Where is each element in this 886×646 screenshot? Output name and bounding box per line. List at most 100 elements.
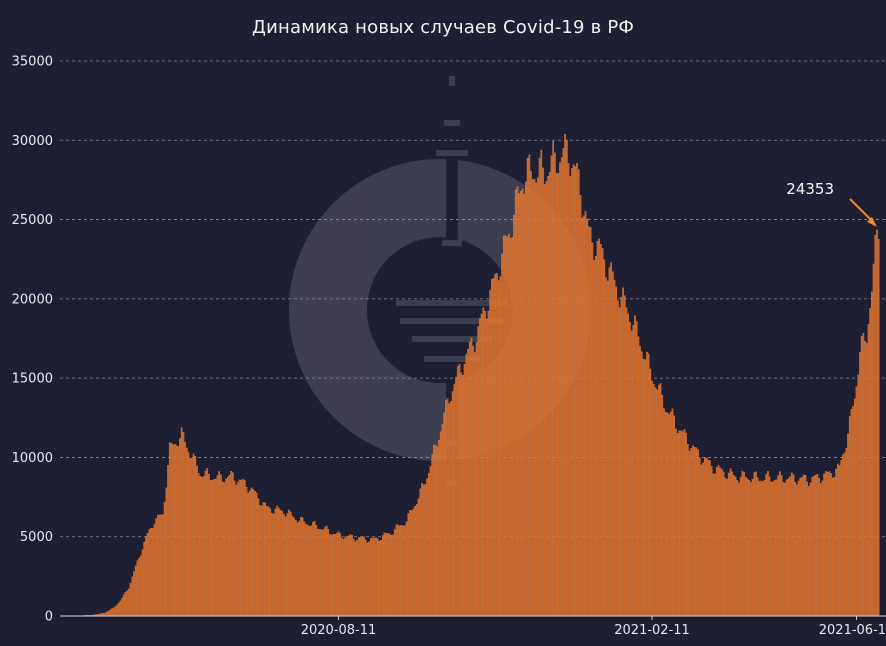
bar [371, 537, 374, 617]
bar [678, 430, 681, 617]
bar [380, 539, 382, 617]
bar [625, 307, 628, 617]
bar [700, 464, 703, 617]
bar [376, 538, 379, 617]
bar [400, 525, 403, 617]
bar [629, 322, 631, 617]
bar [734, 476, 737, 617]
bar [334, 534, 336, 617]
y-tick-label: 10000 [12, 451, 53, 466]
bar [407, 513, 410, 617]
bar [337, 531, 340, 617]
bar [813, 475, 815, 617]
bar [473, 352, 476, 617]
bar [494, 273, 497, 617]
bar [228, 474, 231, 617]
bar [620, 296, 623, 617]
bar [491, 279, 493, 617]
bar [709, 460, 711, 617]
peak-annotation: 24353 [786, 180, 877, 227]
bar [245, 487, 248, 617]
bar [289, 511, 292, 617]
bar [199, 476, 202, 617]
bar [295, 519, 297, 617]
bar [192, 453, 195, 617]
bar [170, 442, 173, 617]
bar [540, 149, 543, 617]
bar [525, 181, 527, 617]
bar [305, 524, 307, 617]
bar [811, 477, 814, 617]
bar [165, 487, 168, 617]
bar [864, 340, 866, 617]
bar [296, 522, 299, 617]
bar [504, 235, 507, 617]
bar [322, 529, 324, 617]
bar [122, 594, 125, 617]
bar [872, 263, 875, 617]
bar [649, 368, 652, 617]
bar [383, 532, 386, 617]
bar [552, 141, 555, 617]
bar [114, 606, 117, 617]
bar [443, 412, 445, 617]
bar [784, 482, 786, 617]
bar [545, 181, 548, 617]
bar [748, 480, 750, 617]
bar [854, 398, 856, 617]
bar [562, 148, 565, 617]
bar [768, 476, 771, 617]
bar [347, 535, 350, 617]
bar [264, 502, 267, 617]
bar [608, 267, 611, 617]
bar [267, 506, 270, 617]
bar [484, 311, 486, 617]
bar [458, 364, 461, 617]
bar [622, 287, 624, 617]
bar [300, 516, 302, 617]
bar [395, 524, 398, 617]
bar [797, 480, 800, 617]
bar [257, 498, 260, 617]
bar [463, 364, 466, 617]
bar [467, 349, 469, 617]
bar [531, 179, 534, 617]
bar [462, 375, 464, 617]
bar [445, 400, 447, 617]
bar [243, 480, 246, 617]
bar [640, 351, 643, 617]
bar [330, 534, 333, 617]
bar [535, 182, 537, 617]
bar [760, 480, 762, 617]
bar [676, 433, 679, 617]
bar [804, 475, 807, 617]
bar [433, 444, 435, 617]
bar [554, 152, 556, 617]
bar [559, 162, 561, 617]
bar [787, 478, 790, 617]
bar [182, 432, 185, 617]
bar [366, 542, 369, 617]
bar [646, 351, 648, 617]
bar [274, 508, 277, 617]
bar [761, 481, 764, 617]
bar [825, 471, 827, 617]
bar [107, 610, 110, 617]
bar [721, 469, 723, 617]
bar [117, 602, 120, 617]
bar [705, 457, 708, 617]
bar [865, 343, 868, 617]
bar [364, 539, 367, 617]
bar [472, 345, 474, 617]
bar [647, 353, 650, 617]
bar [690, 448, 693, 617]
bar [255, 492, 258, 617]
bar [480, 313, 483, 617]
bar [397, 524, 399, 617]
bar [859, 351, 861, 617]
bar [370, 538, 372, 617]
bar [767, 471, 769, 617]
bar [439, 431, 442, 617]
bar [639, 345, 641, 617]
bar [187, 452, 190, 617]
